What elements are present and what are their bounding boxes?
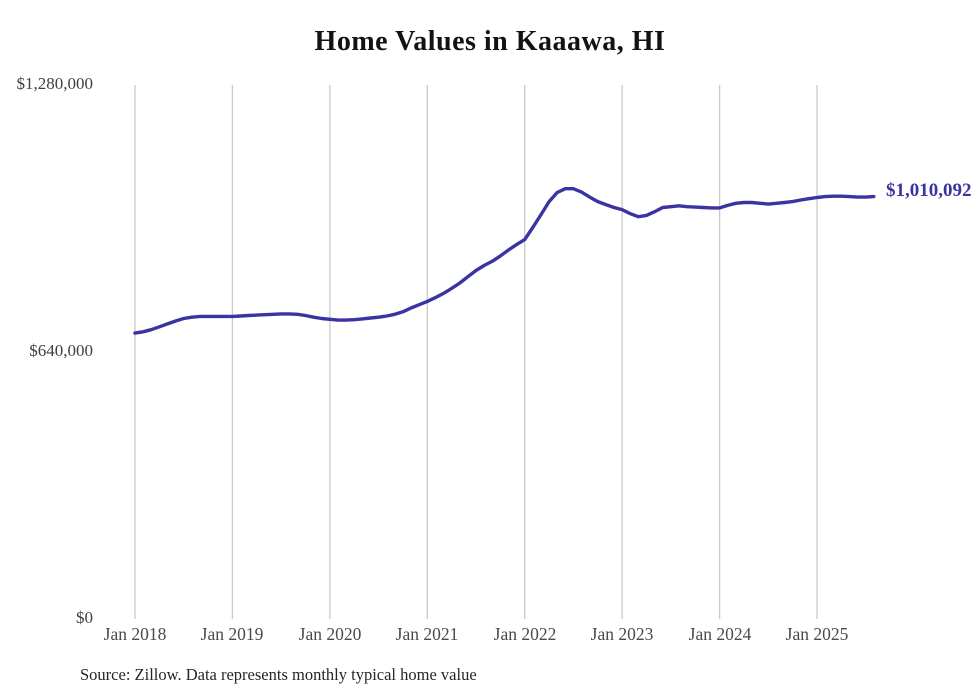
source-note: Source: Zillow. Data represents monthly … (80, 665, 477, 684)
x-tick-label: Jan 2019 (200, 624, 264, 644)
x-tick-label: Jan 2021 (395, 624, 459, 644)
x-tick-label: Jan 2018 (103, 624, 167, 644)
x-tick-label: Jan 2024 (688, 624, 752, 644)
y-tick-label: $1,280,000 (16, 74, 94, 93)
x-tick-label: Jan 2022 (493, 624, 557, 644)
y-tick-label: $640,000 (29, 341, 93, 360)
x-tick-label: Jan 2020 (298, 624, 362, 644)
chart-title: Home Values in Kaaawa, HI (314, 26, 666, 57)
value-line (133, 186, 876, 335)
x-tick-label: Jan 2023 (590, 624, 654, 644)
x-tick-label: Jan 2025 (785, 624, 849, 644)
y-tick-label: $0 (76, 608, 93, 627)
end-value-label: $1,010,092 (886, 180, 972, 201)
